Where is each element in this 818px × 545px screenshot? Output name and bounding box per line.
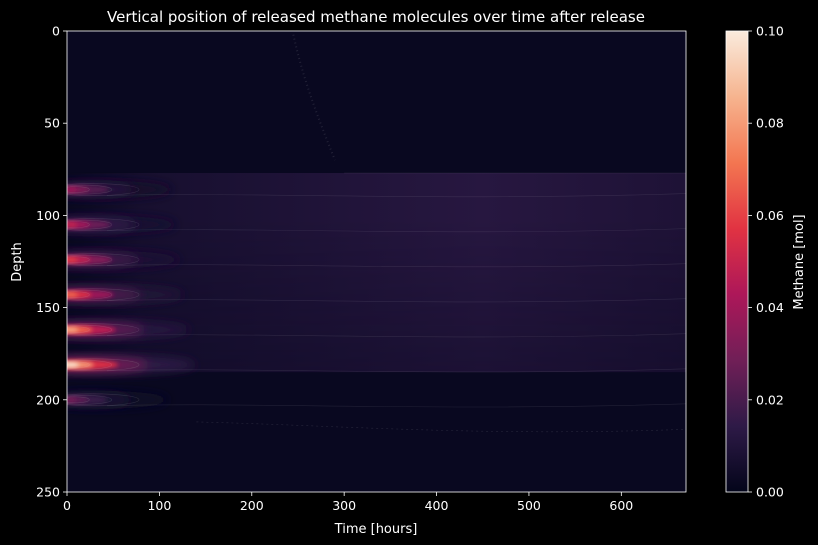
plume-ring xyxy=(67,362,80,367)
y-tick-label: 250 xyxy=(36,485,60,500)
plume-contour xyxy=(67,254,113,265)
layer-contour xyxy=(106,193,686,198)
plume-ring xyxy=(67,187,77,192)
colorbar-tick-label: 0.04 xyxy=(756,300,784,315)
plume-contour xyxy=(67,326,90,334)
y-axis: 0 50 100 150 200 250 xyxy=(36,24,67,500)
x-tick-label: 0 xyxy=(63,498,71,513)
plume-contour xyxy=(67,219,113,230)
chart-title: Vertical position of released methane mo… xyxy=(107,8,645,26)
plume-86 xyxy=(67,180,173,199)
layer-contour xyxy=(106,228,686,233)
layer-contour xyxy=(106,368,686,373)
plume-143 xyxy=(67,285,184,304)
plume-contour xyxy=(67,396,90,404)
layer-contour xyxy=(106,298,686,303)
colorbar-tick-label: 0.02 xyxy=(756,392,784,407)
y-axis-label: Depth xyxy=(10,242,25,282)
y-tick-label: 100 xyxy=(36,208,60,223)
colorbar: 0.00 0.02 0.04 0.06 0.08 0.10 Methane [mol] xyxy=(725,24,807,500)
x-axis: 0 100 200 300 400 500 600 xyxy=(63,492,633,513)
colorbar-tick-label: 0.08 xyxy=(756,116,784,131)
y-tick-label: 50 xyxy=(44,116,60,131)
plume-contour xyxy=(67,221,90,228)
colorbar-gradient xyxy=(725,30,749,493)
plume-200 xyxy=(67,390,169,409)
plume-ring xyxy=(67,327,79,332)
y-tick-label: 0 xyxy=(52,24,60,39)
plume-contour xyxy=(67,324,113,335)
plume-124 xyxy=(67,250,181,269)
x-tick-label: 400 xyxy=(425,498,449,513)
heatmap-diffuse-layer xyxy=(67,172,686,373)
x-axis-label: Time [hours] xyxy=(334,522,418,537)
colorbar-ticks: 0.00 0.02 0.04 0.06 0.08 0.10 xyxy=(748,24,784,500)
plume-162 xyxy=(67,320,190,339)
x-tick-label: 600 xyxy=(609,498,633,513)
colorbar-tick-label: 0.06 xyxy=(756,208,784,223)
plume-ring xyxy=(67,292,79,297)
x-tick-label: 500 xyxy=(517,498,541,513)
x-tick-label: 200 xyxy=(240,498,264,513)
surface-contour xyxy=(292,34,336,161)
lower-contour xyxy=(196,421,686,433)
plume-contour xyxy=(67,253,140,266)
plume-contour xyxy=(67,183,140,196)
plume-contour xyxy=(67,218,140,231)
colorbar-tick-label: 0.10 xyxy=(756,24,784,39)
plume-ring xyxy=(67,257,78,262)
plot-frame xyxy=(66,30,687,493)
colorbar-tick-label: 0.00 xyxy=(756,485,784,500)
plot-area xyxy=(67,31,686,492)
plume-contour xyxy=(67,289,113,300)
plume-contour xyxy=(67,184,113,195)
plume-contour xyxy=(67,359,113,370)
plume-ring xyxy=(67,222,78,227)
y-tick-label: 200 xyxy=(36,392,60,407)
heatmap-plumes xyxy=(67,180,196,409)
x-tick-label: 100 xyxy=(147,498,171,513)
plume-contour xyxy=(67,393,140,407)
plume-contour xyxy=(67,288,140,301)
layer-contour xyxy=(106,263,686,268)
x-tick-label: 300 xyxy=(332,498,356,513)
plume-contour xyxy=(67,323,140,337)
diffuse-methane-layer xyxy=(67,172,686,373)
plume-ring xyxy=(67,397,77,402)
y-tick-label: 150 xyxy=(36,300,60,315)
plume-contour xyxy=(67,361,90,369)
plume-contour xyxy=(67,395,113,405)
heatmap-contours xyxy=(67,34,686,433)
plume-105 xyxy=(67,215,177,234)
plume-contour xyxy=(67,256,90,263)
layer-contour xyxy=(106,333,686,338)
layer-contour xyxy=(106,403,686,408)
plume-contour xyxy=(67,186,90,193)
colorbar-label: Methane [mol] xyxy=(792,214,807,309)
plume-181 xyxy=(67,355,196,374)
plume-contour xyxy=(67,358,140,372)
plume-contour xyxy=(67,291,90,298)
